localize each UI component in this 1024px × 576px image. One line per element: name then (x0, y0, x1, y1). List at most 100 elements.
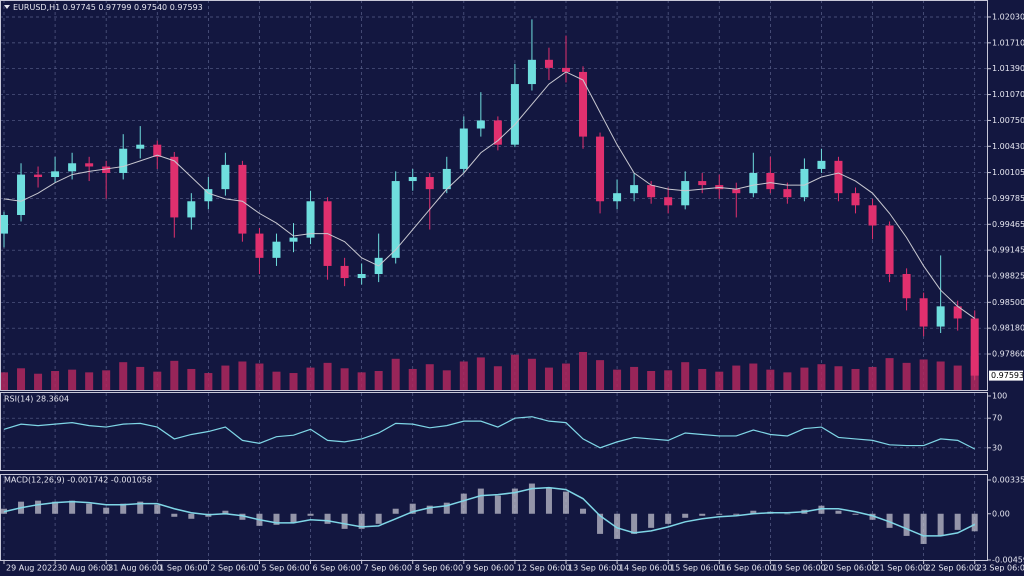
volume-bar (885, 358, 894, 390)
candle-body (902, 274, 911, 299)
x-tick-label: 31 Aug 06:00 (108, 564, 162, 573)
macd-bar (154, 504, 161, 514)
x-tick-label: 1 Sep 06:00 (159, 564, 207, 573)
candle-body (187, 201, 196, 218)
volume-bar (204, 373, 213, 390)
macd-bar (937, 513, 944, 536)
macd-bar (580, 508, 587, 514)
macd-bar (69, 500, 76, 514)
candle-body (442, 168, 451, 190)
volume-bar (306, 367, 315, 390)
macd-pane-frame (0, 474, 988, 561)
candle-body (408, 177, 417, 182)
x-tick-label: 19 Sep 06:00 (772, 564, 825, 573)
volume-bar (647, 371, 656, 390)
x-tick-label: 6 Sep 06:00 (313, 564, 361, 573)
volume-bar (800, 367, 809, 390)
macd-bar (733, 513, 740, 515)
candle-body (221, 164, 230, 190)
macd-bar (818, 505, 825, 514)
candle-body (544, 59, 553, 68)
candle-body (953, 306, 962, 319)
macd-bar (188, 513, 195, 519)
macd-bar (324, 513, 331, 524)
open-price: 0.97745 (63, 3, 96, 12)
candle-body (459, 128, 468, 169)
volume-bar (442, 370, 451, 390)
candle-body (919, 298, 928, 327)
collapse-icon[interactable] (4, 5, 10, 9)
y-tick-label: 0.97860 (992, 350, 1024, 359)
y-tick-label: 0.98500 (992, 298, 1024, 307)
y-tick-label: 30 (992, 443, 1002, 452)
macd-bar (954, 513, 961, 530)
candle-body (0, 215, 8, 234)
volume-bar (391, 358, 400, 390)
macd-bar (239, 513, 246, 520)
volume-bar (0, 372, 8, 390)
macd-bar (120, 503, 127, 514)
volume-bar (919, 359, 928, 390)
macd-bar (307, 513, 314, 516)
volume-bar (272, 371, 281, 390)
macd-bar (665, 513, 672, 524)
macd-bar (426, 505, 433, 514)
y-tick-label: 1.00430 (992, 142, 1024, 151)
candle-body (834, 160, 843, 194)
volume-bar (476, 357, 485, 390)
candle-body (102, 166, 111, 173)
volume-bar (68, 369, 77, 390)
macd-bar (103, 507, 110, 514)
candle-body (664, 197, 673, 206)
candle-body (647, 185, 656, 198)
y-tick-label: 0.003353 (992, 476, 1024, 485)
macd-bar (545, 487, 552, 514)
macd-bar (597, 513, 604, 534)
x-tick-label: 21 Sep 06:00 (875, 564, 928, 573)
macd-bar (86, 503, 93, 514)
macd-bar (222, 510, 229, 514)
candle-body (204, 189, 213, 202)
volume-bar (664, 370, 673, 390)
macd-bar (511, 488, 518, 514)
volume-bar (613, 369, 622, 390)
y-tick-label: 100 (992, 392, 1007, 401)
x-tick-label: 20 Sep 06:00 (823, 564, 876, 573)
volume-bar (579, 352, 588, 390)
volume-bar (119, 362, 128, 390)
last-price-box (989, 370, 1023, 381)
y-tick-label: -0.004594 (992, 556, 1024, 565)
volume-bar (425, 364, 434, 390)
candle-body (766, 172, 775, 190)
candle-body (613, 193, 622, 202)
volume-bar (561, 363, 570, 390)
macd-bar (835, 510, 842, 514)
volume-bar (408, 368, 417, 390)
volume-bar (749, 363, 758, 390)
y-tick-label: 0.99785 (992, 194, 1024, 203)
y-tick-label: 1.01710 (992, 38, 1024, 47)
candle-body (17, 174, 26, 216)
candle-body (630, 185, 639, 194)
candle-body (561, 67, 570, 72)
candle-body (681, 181, 690, 206)
candle-body (272, 241, 281, 258)
high-price: 0.97799 (98, 3, 131, 12)
volume-bar (510, 354, 519, 390)
volume-bar (340, 368, 349, 390)
symbol-header: EURUSD,H1 0.97745 0.97799 0.97540 0.9759… (13, 3, 203, 12)
candle-body (885, 225, 894, 275)
macd-bar (35, 500, 42, 514)
x-tick-label: 5 Sep 06:00 (261, 564, 309, 573)
macd-bar (460, 493, 467, 514)
volume-bar (527, 358, 536, 390)
signal-line (3, 486, 976, 537)
candle-body (68, 163, 77, 172)
low-price: 0.97540 (134, 3, 167, 12)
macd-bar (375, 513, 382, 524)
volume-bar (544, 367, 553, 390)
volume-bar (817, 364, 826, 390)
x-tick-label: 22 Sep 06:00 (926, 564, 979, 573)
